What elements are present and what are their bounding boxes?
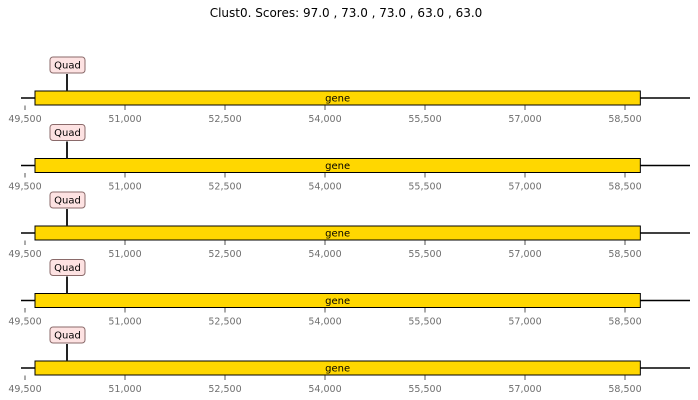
feature-label: Quad <box>54 61 81 72</box>
x-tick-label: 51,000 <box>108 384 141 395</box>
x-tick-label: 52,500 <box>208 182 241 193</box>
x-tick-label: 58,500 <box>608 114 641 125</box>
x-tick-label: 54,000 <box>308 384 341 395</box>
x-tick-label: 54,000 <box>308 114 341 125</box>
x-tick-label: 55,500 <box>408 249 441 260</box>
feature-label: Quad <box>54 263 81 274</box>
gene-label: gene <box>325 296 350 307</box>
x-tick-label: 52,500 <box>208 384 241 395</box>
track-2: gene Quad 49,500 51,000 52,500 54,000 55,500 57… <box>8 124 690 193</box>
feature-label-box <box>49 191 86 209</box>
feature-label: Quad <box>54 128 81 139</box>
x-tick-label: 58,500 <box>608 249 641 260</box>
gene-box <box>34 293 641 308</box>
gene-label: gene <box>325 161 350 172</box>
x-tick-label: 55,500 <box>408 182 441 193</box>
x-tick-label: 51,000 <box>108 114 141 125</box>
x-tick-label: 57,000 <box>508 384 541 395</box>
x-tick-label: 51,000 <box>108 182 141 193</box>
gene-box <box>34 158 641 173</box>
x-tick-label: 58,500 <box>608 384 641 395</box>
gene-box <box>34 225 641 241</box>
x-tick-label: 54,000 <box>308 317 341 328</box>
gene-box <box>34 360 641 376</box>
x-tick-label: 57,000 <box>508 182 541 193</box>
gene-label: gene <box>325 94 350 105</box>
x-tick-label: 52,500 <box>208 317 241 328</box>
track-1: gene Quad 49,500 51,000 52,500 54,000 55,500 57… <box>8 56 690 125</box>
x-tick-label: 49,500 <box>8 182 41 193</box>
x-tick-label: 51,000 <box>108 249 141 260</box>
feature-label: Quad <box>54 331 81 342</box>
x-tick-label: 55,500 <box>408 317 441 328</box>
track-5: gene Quad 49,500 51,000 52,500 54,000 55,500 57… <box>8 326 690 395</box>
track-3: gene Quad 49,500 51,000 52,500 54,000 55,500 57… <box>8 191 690 260</box>
x-tick-label: 52,500 <box>208 249 241 260</box>
feature-label-box <box>49 124 86 141</box>
x-tick-label: 49,500 <box>8 114 41 125</box>
x-tick-label: 57,000 <box>508 114 541 125</box>
gene-label: gene <box>325 364 350 375</box>
x-tick-label: 58,500 <box>608 182 641 193</box>
feature-label-box <box>49 259 86 276</box>
figure-title: Clust0. Scores: 97.0 , 73.0 , 73.0 , 63.… <box>210 6 483 20</box>
x-tick-label: 54,000 <box>308 249 341 260</box>
x-tick-label: 51,000 <box>108 317 141 328</box>
feature-label-box <box>49 56 86 74</box>
x-tick-label: 49,500 <box>8 249 41 260</box>
feature-label-box <box>49 326 86 344</box>
x-tick-label: 49,500 <box>8 384 41 395</box>
x-tick-label: 55,500 <box>408 114 441 125</box>
x-tick-label: 55,500 <box>408 384 441 395</box>
x-tick-label: 57,000 <box>508 317 541 328</box>
track-4: gene Quad 49,500 51,000 52,500 54,000 55,500 57… <box>8 259 690 328</box>
x-tick-label: 58,500 <box>608 317 641 328</box>
x-tick-label: 49,500 <box>8 317 41 328</box>
x-tick-label: 52,500 <box>208 114 241 125</box>
gene-label: gene <box>325 229 350 240</box>
gene-box <box>34 90 641 106</box>
feature-label: Quad <box>54 196 81 207</box>
x-tick-label: 57,000 <box>508 249 541 260</box>
tracks-group: gene Quad 49,500 51,000 52,500 54,000 55,500 57… <box>8 56 690 395</box>
x-tick-label: 54,000 <box>308 182 341 193</box>
